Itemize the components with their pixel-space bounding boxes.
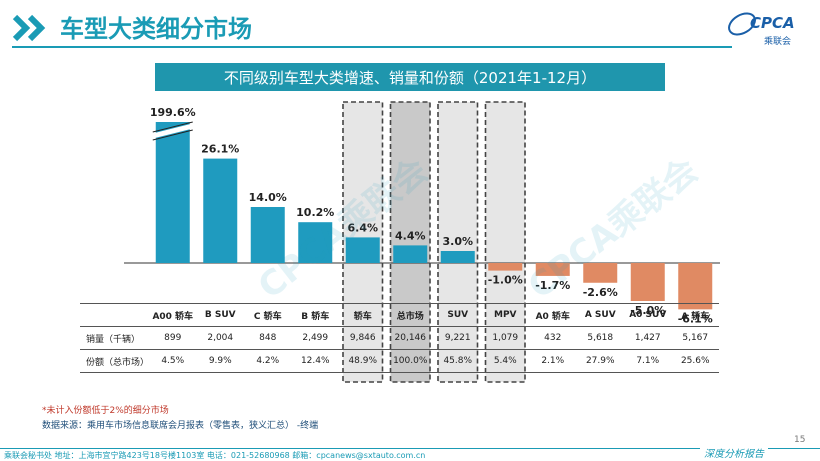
highlight-frame — [437, 101, 479, 383]
data-label: -1.7% — [535, 279, 570, 292]
table-cell: 4.2% — [244, 349, 292, 373]
column-header: A SUV — [576, 303, 624, 327]
data-source-note: 数据来源：乘用车市场信息联席会月报表（零售表，狭义汇总） -终端 — [42, 421, 319, 431]
bar — [678, 263, 713, 310]
chevron-arrows-icon — [12, 14, 46, 42]
table-corner-cell — [80, 303, 149, 327]
table-cell: 1,427 — [624, 326, 672, 350]
highlight-frame — [342, 101, 384, 383]
table-cell: 27.9% — [576, 349, 624, 373]
chart-title-banner: 不同级别车型大类增速、销量和份额（2021年1-12月） — [155, 63, 665, 91]
bar — [345, 237, 380, 263]
bar — [250, 207, 285, 263]
highlight-frame — [484, 101, 526, 383]
table-cell: 25.6% — [671, 349, 719, 373]
table-cell: 4.5% — [149, 349, 197, 373]
table-cell: 9.9% — [196, 349, 244, 373]
bar — [440, 251, 475, 263]
column-header: B SUV — [196, 303, 244, 327]
bar — [535, 263, 570, 276]
row-header: 份额（总市场） — [80, 349, 149, 373]
highlight-frame — [389, 101, 431, 383]
bar — [155, 122, 190, 263]
table-cell: 1,079 — [481, 326, 529, 350]
page-number: 15 — [794, 435, 806, 445]
table-cell: 2,499 — [291, 326, 339, 350]
row-header: 销量（千辆） — [80, 326, 149, 350]
column-header: B 轿车 — [291, 303, 339, 327]
table-cell: 5,167 — [671, 326, 719, 350]
table-cell: 848 — [244, 326, 292, 350]
table-cell: 2.1% — [529, 349, 577, 373]
table-row: 销量（千辆） 899 2,004 848 2,499 9,846 20,146 9,221 1,… — [80, 326, 719, 350]
page-title: 车型大类细分市场 — [60, 15, 252, 43]
table-cell: 9,221 — [434, 326, 482, 350]
table-header-row: A00 轿车 B SUV C 轿车 B 轿车 轿车 总市场 SUV MPV A0 轿车 A SUV… — [80, 303, 719, 327]
data-label: 3.0% — [442, 235, 473, 248]
data-label: 199.6% — [150, 106, 196, 119]
data-table: A00 轿车 B SUV C 轿车 B 轿车 轿车 总市场 SUV MPV A0 轿车 A SUV… — [80, 303, 719, 373]
data-label: 14.0% — [249, 191, 287, 204]
data-label: -1.0% — [488, 274, 523, 287]
data-label: -2.6% — [583, 286, 618, 299]
header-divider — [12, 46, 732, 48]
footer-contact: 乘联会秘书处 地址：上海市宜宁路423号18号楼1103室 电话：021-526… — [4, 451, 426, 460]
table-cell: 100.0% — [386, 349, 434, 373]
table-cell: 9,846 — [339, 326, 387, 350]
column-header: A0 轿车 — [529, 303, 577, 327]
data-label: 6.4% — [347, 221, 378, 234]
table-cell: 5.4% — [481, 349, 529, 373]
data-label: 26.1% — [201, 143, 239, 156]
column-header: MPV — [481, 303, 529, 327]
axis-break-mark — [152, 123, 194, 139]
table-cell: 48.9% — [339, 349, 387, 373]
axis-break-mark — [152, 121, 193, 133]
data-label: 4.4% — [395, 229, 426, 242]
column-header: SUV — [434, 303, 482, 327]
table-cell: 20,146 — [386, 326, 434, 350]
table-cell: 5,618 — [576, 326, 624, 350]
watermark: CPCA乘联会 — [521, 151, 706, 308]
svg-text:CPCA: CPCA — [750, 14, 795, 32]
bar — [630, 263, 665, 301]
bar — [583, 263, 618, 283]
svg-text:乘联会: 乘联会 — [764, 35, 791, 47]
table-row: 份额（总市场） 4.5% 9.9% 4.2% 12.4% 48.9% 100.0% 45.8%… — [80, 349, 719, 373]
footer-divider — [0, 448, 820, 449]
table-cell: 45.8% — [434, 349, 482, 373]
column-header: C 轿车 — [244, 303, 292, 327]
table-cell: 2,004 — [196, 326, 244, 350]
column-header: A00 轿车 — [149, 303, 197, 327]
column-header: 轿车 — [339, 303, 387, 327]
report-tag: 深度分析报告 — [700, 445, 768, 460]
bar — [203, 158, 238, 263]
column-header: A 轿车 — [671, 303, 719, 327]
bar — [298, 222, 333, 263]
table-cell: 899 — [149, 326, 197, 350]
data-label: 10.2% — [296, 206, 334, 219]
column-header: A0 SUV — [624, 303, 672, 327]
table-cell: 7.1% — [624, 349, 672, 373]
table-cell: 12.4% — [291, 349, 339, 373]
footnote: *未计入份额低于2%的细分市场 — [42, 406, 169, 416]
bar — [488, 263, 523, 271]
column-header: 总市场 — [386, 303, 434, 327]
cpca-logo: CPCA 乘联会 — [728, 12, 795, 47]
bar — [393, 245, 428, 263]
table-cell: 432 — [529, 326, 577, 350]
axis-break-mark — [152, 129, 193, 141]
